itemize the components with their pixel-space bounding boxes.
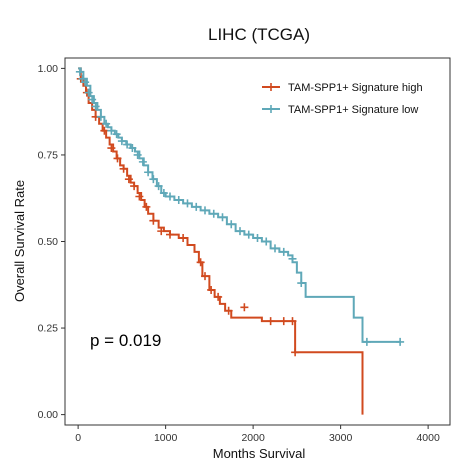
censor-mark: [112, 130, 121, 139]
censor-mark: [124, 175, 133, 184]
censor-mark: [88, 95, 97, 104]
censor-mark: [107, 144, 116, 153]
censor-mark: [297, 279, 306, 288]
legend-swatch-censor: [267, 83, 275, 91]
censor-mark: [149, 216, 158, 225]
censor-mark: [227, 220, 236, 229]
censor-mark: [279, 317, 288, 326]
y-axis-title: Overall Survival Rate: [12, 180, 27, 302]
censor-mark: [102, 119, 111, 128]
censor-mark: [279, 247, 288, 256]
censor-mark: [128, 144, 137, 153]
y-tick-label: 0.00: [38, 409, 59, 421]
y-tick-label: 0.75: [38, 149, 59, 161]
censor-mark: [262, 237, 271, 246]
censor-mark: [266, 317, 275, 326]
censor-mark: [154, 182, 163, 191]
censor-mark: [91, 102, 100, 111]
censor-mark: [192, 202, 201, 211]
censor-mark: [244, 230, 253, 239]
censor-mark: [166, 192, 174, 201]
legend-swatch-censor: [267, 105, 275, 113]
censor-mark: [224, 306, 233, 315]
x-tick-label: 3000: [329, 432, 353, 444]
censor-mark: [133, 150, 142, 159]
censor-mark: [84, 88, 93, 97]
censor-mark: [96, 112, 105, 121]
censor-mark: [138, 157, 147, 166]
censor-mark: [107, 126, 116, 135]
censor-mark: [362, 337, 371, 346]
x-tick-label: 0: [75, 432, 81, 444]
censor-mark: [113, 154, 122, 163]
censor-mark: [130, 182, 139, 191]
censor-mark: [288, 317, 297, 326]
censor-mark: [201, 206, 209, 215]
y-tick-label: 0.25: [38, 323, 59, 335]
censor-mark: [142, 202, 151, 211]
censor-mark: [174, 195, 183, 204]
x-axis-title: Months Survival: [213, 446, 306, 461]
x-tick-label: 2000: [241, 432, 265, 444]
censor-mark: [149, 175, 158, 184]
censor-mark: [75, 67, 84, 76]
censor-mark: [157, 227, 166, 236]
y-tick-label: 0.50: [38, 236, 59, 248]
censor-mark: [135, 192, 144, 201]
censor-mark: [209, 209, 218, 218]
x-tick-label: 1000: [154, 432, 178, 444]
censor-mark: [201, 272, 209, 281]
censor-mark: [218, 213, 227, 222]
censor-mark: [183, 199, 192, 208]
censor-mark: [253, 234, 262, 243]
chart-title: LIHC (TCGA): [208, 25, 310, 44]
censor-mark: [166, 230, 174, 239]
censor-mark: [240, 303, 249, 312]
censor-mark: [214, 292, 223, 301]
censor-mark: [144, 168, 153, 177]
censor-marks: [75, 67, 405, 357]
censor-mark: [179, 234, 188, 243]
x-tick-label: 4000: [416, 432, 440, 444]
y-tick-label: 1.00: [38, 63, 59, 75]
legend-label: TAM-SPP1+ Signature low: [288, 104, 418, 116]
censor-mark: [119, 164, 128, 173]
censor-mark: [117, 137, 126, 146]
censor-mark: [159, 189, 168, 198]
censor-mark: [288, 254, 297, 263]
censor-mark: [207, 285, 216, 294]
axis-ticks: 0 1000 2000 3000 4000 0.00 0.25 0.50 0.75 1.00: [38, 63, 440, 444]
censor-mark: [291, 348, 300, 357]
censor-mark: [396, 337, 405, 346]
legend: TAM-SPP1+ Signature high TAM-SPP1+ Signat…: [262, 82, 423, 116]
legend-label: TAM-SPP1+ Signature high: [288, 82, 423, 94]
censor-mark: [271, 244, 279, 253]
censor-mark: [236, 227, 244, 236]
censor-mark: [81, 78, 90, 87]
censor-mark: [100, 126, 109, 135]
censor-mark: [196, 258, 205, 267]
censor-mark: [123, 140, 132, 149]
p-value-annotation: p = 0.019: [90, 331, 161, 350]
